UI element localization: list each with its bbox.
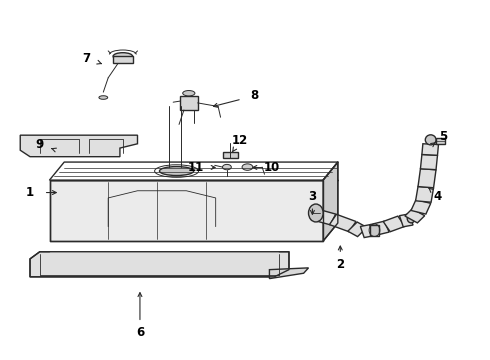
Text: 4: 4 [434,190,442,203]
Polygon shape [223,152,238,158]
Text: 10: 10 [264,161,280,174]
Text: 2: 2 [336,258,344,271]
Polygon shape [436,138,445,144]
Ellipse shape [113,53,133,60]
Text: 8: 8 [251,89,259,102]
Text: 1: 1 [26,186,34,199]
Polygon shape [270,268,309,279]
Polygon shape [329,214,356,232]
Polygon shape [383,216,405,232]
Polygon shape [411,200,431,214]
Text: 7: 7 [82,51,90,64]
Polygon shape [399,214,413,227]
Text: 11: 11 [188,161,204,174]
Ellipse shape [242,164,253,170]
Ellipse shape [183,90,195,96]
Polygon shape [311,209,336,225]
Polygon shape [369,221,389,236]
Text: 3: 3 [308,190,317,203]
Polygon shape [113,56,133,63]
Polygon shape [360,225,374,238]
Polygon shape [30,252,289,277]
Polygon shape [348,222,367,237]
Ellipse shape [222,165,231,170]
Polygon shape [405,209,425,223]
Polygon shape [180,96,197,110]
Text: 6: 6 [136,326,144,339]
Text: 12: 12 [232,134,248,147]
Ellipse shape [159,167,194,176]
Polygon shape [422,144,439,155]
Polygon shape [369,225,379,235]
Ellipse shape [309,204,323,222]
Text: 5: 5 [439,130,447,144]
Ellipse shape [99,96,108,99]
Polygon shape [420,154,438,170]
Polygon shape [20,135,138,157]
Ellipse shape [407,214,415,223]
Polygon shape [416,186,434,202]
Polygon shape [49,180,323,241]
Polygon shape [418,169,436,188]
Polygon shape [323,162,338,241]
Ellipse shape [425,135,436,145]
Text: 9: 9 [36,138,44,150]
